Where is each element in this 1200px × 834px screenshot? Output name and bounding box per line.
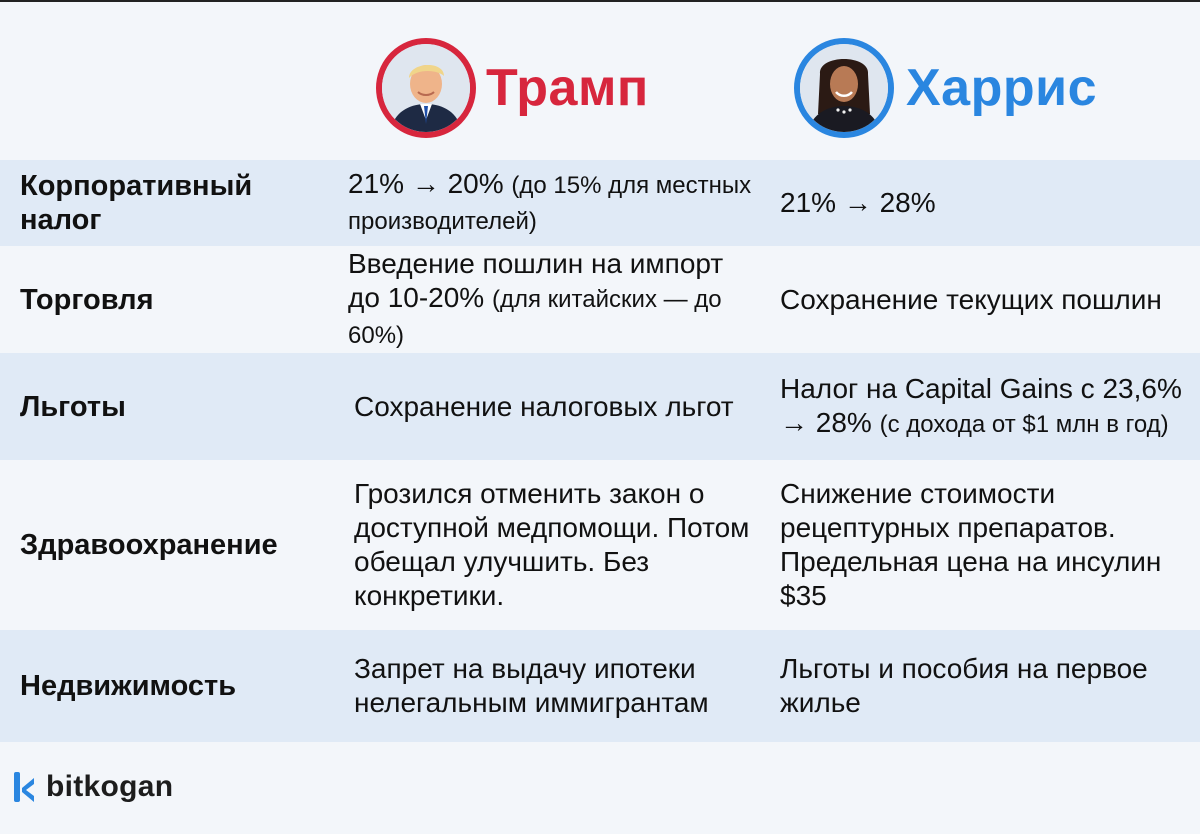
row-label-benefits: Льготы	[20, 390, 126, 423]
logo-text: bitkogan	[46, 770, 174, 803]
table-row: Корпоративный налог 21% → 20% (до 15% дл…	[0, 160, 1200, 246]
trump-value: 21% → 20%	[348, 168, 504, 199]
table-row: Льготы Сохранение налоговых льгот Налог …	[0, 353, 1200, 460]
candidate-trump: Трамп	[376, 38, 649, 138]
harris-value: Сохранение текущих пошлин	[780, 283, 1162, 315]
trump-policy-real-estate: Запрет на выдачу ипотеки нелегальным имм…	[330, 652, 760, 720]
harris-value: Льготы и пособия на первое жилье	[780, 653, 1148, 718]
table-row: Здравоохранение Грозился отменить закон …	[0, 460, 1200, 630]
trump-note: (для китайских — до 60%)	[348, 285, 722, 349]
harris-policy-healthcare: Снижение стоимости рецептурных препарато…	[760, 477, 1200, 613]
table-row: Недвижимость Запрет на выдачу ипотеки не…	[0, 630, 1200, 742]
trump-policy-healthcare: Грозился отменить закон о доступной медп…	[330, 477, 760, 613]
harris-value: Снижение стоимости рецептурных препарато…	[780, 478, 1162, 611]
harris-policy-trade: Сохранение текущих пошлин	[760, 283, 1200, 317]
row-label-real-estate: Недвижимость	[20, 670, 237, 702]
harris-portrait-icon	[800, 44, 888, 132]
harris-policy-benefits: Налог на Capital Gains с 23,6% → 28% (с …	[760, 372, 1200, 442]
harris-name: Харрис	[906, 59, 1098, 117]
trump-policy-corporate-tax: 21% → 20% (до 15% для местных производит…	[330, 167, 760, 239]
trump-note: (до 15% для местных производителей)	[348, 172, 752, 235]
harris-policy-real-estate: Льготы и пособия на первое жилье	[760, 652, 1200, 720]
trump-portrait-icon	[382, 44, 470, 132]
trump-policy-trade: Введение пошлин на импорт до 10-20% (для…	[330, 247, 760, 353]
trump-value: Сохранение налоговых льгот	[354, 390, 734, 422]
row-label-corporate-tax: Корпоративный налог	[20, 170, 253, 236]
bitkogan-logo: bitkogan	[12, 770, 173, 804]
trump-value: Запрет на выдачу ипотеки нелегальным имм…	[354, 653, 709, 718]
trump-value: Грозился отменить закон о доступной медп…	[354, 478, 750, 611]
comparison-table: Корпоративный налог 21% → 20% (до 15% дл…	[0, 160, 1200, 742]
harris-policy-corporate-tax: 21% → 28%	[760, 186, 1200, 220]
harris-note: (с дохода от $1 млн в год)	[879, 410, 1169, 438]
row-label-trade: Торговля	[20, 283, 154, 316]
bitkogan-logo-icon	[12, 770, 38, 804]
row-label-healthcare: Здравоохранение	[20, 529, 278, 561]
harris-value: Налог на Capital Gains с 23,6% → 28%	[780, 372, 1182, 438]
candidate-harris: Харрис	[794, 38, 1097, 138]
trump-avatar	[376, 38, 476, 138]
top-border	[0, 0, 1200, 2]
trump-value: Введение пошлин на импорт до 10-20%	[348, 247, 724, 313]
table-row: Торговля Введение пошлин на импорт до 10…	[0, 246, 1200, 353]
trump-policy-benefits: Сохранение налоговых льгот	[330, 390, 760, 424]
trump-name: Трамп	[486, 59, 649, 117]
harris-avatar	[794, 38, 894, 138]
harris-value: 21% → 28%	[780, 187, 936, 218]
